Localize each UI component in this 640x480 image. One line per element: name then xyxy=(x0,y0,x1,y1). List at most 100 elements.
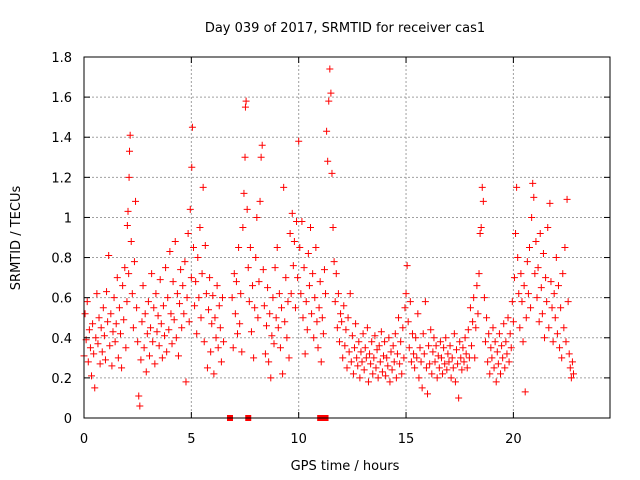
data-point xyxy=(289,262,297,270)
x-tick-label: 0 xyxy=(80,432,88,447)
data-point xyxy=(296,244,304,252)
x-tick-label: 20 xyxy=(505,432,522,447)
data-point xyxy=(140,344,148,352)
data-point xyxy=(491,338,499,346)
data-point xyxy=(516,324,524,332)
data-point xyxy=(368,338,376,346)
y-tick-label: 1.4 xyxy=(51,131,72,146)
data-point xyxy=(124,207,132,215)
data-point xyxy=(407,358,415,366)
data-point xyxy=(284,298,292,306)
data-point xyxy=(532,238,540,246)
data-point xyxy=(290,238,298,246)
data-point xyxy=(399,324,407,332)
data-point xyxy=(400,354,408,362)
data-point xyxy=(143,330,151,338)
data-point xyxy=(414,310,422,318)
data-point xyxy=(495,330,503,338)
data-point xyxy=(163,348,171,356)
data-point xyxy=(151,360,159,368)
data-point xyxy=(205,306,213,314)
data-point xyxy=(499,354,507,362)
data-point xyxy=(182,378,190,386)
data-point xyxy=(533,294,541,302)
data-point xyxy=(126,147,134,155)
data-point xyxy=(477,223,485,231)
data-point xyxy=(119,282,127,290)
data-point xyxy=(512,229,520,237)
data-point xyxy=(469,318,477,326)
data-point xyxy=(320,266,328,274)
data-point xyxy=(201,242,209,250)
data-point xyxy=(120,316,128,324)
data-point xyxy=(164,294,172,302)
data-point xyxy=(278,304,286,312)
data-point xyxy=(100,332,108,340)
data-point xyxy=(411,364,419,372)
data-point xyxy=(283,334,291,342)
data-point xyxy=(169,278,177,286)
data-point xyxy=(552,254,560,262)
data-point xyxy=(475,270,483,278)
data-point xyxy=(228,294,236,302)
data-point xyxy=(136,402,144,410)
data-point xyxy=(348,332,356,340)
data-point xyxy=(506,330,514,338)
data-point xyxy=(264,284,272,292)
data-point xyxy=(538,310,546,318)
data-point xyxy=(563,195,571,203)
data-point xyxy=(123,298,131,306)
data-point xyxy=(324,157,332,165)
data-point xyxy=(500,320,508,328)
data-point xyxy=(429,348,437,356)
data-point xyxy=(240,189,248,197)
data-point xyxy=(355,338,363,346)
data-point xyxy=(85,326,93,334)
data-point xyxy=(166,248,174,256)
data-point xyxy=(384,362,392,370)
data-point xyxy=(81,310,89,318)
data-point xyxy=(217,358,225,366)
data-point xyxy=(318,314,326,322)
data-point xyxy=(191,302,199,310)
data-point xyxy=(271,264,279,272)
data-point xyxy=(176,300,184,308)
data-point xyxy=(522,314,530,322)
data-point xyxy=(548,304,556,312)
data-point xyxy=(92,334,100,342)
data-point xyxy=(502,338,510,346)
data-point xyxy=(317,358,325,366)
data-point xyxy=(528,213,536,221)
data-point xyxy=(474,310,482,318)
data-point xyxy=(329,223,337,231)
data-point xyxy=(462,350,470,358)
data-point xyxy=(494,360,502,368)
data-point xyxy=(489,324,497,332)
data-point xyxy=(118,364,126,372)
data-point xyxy=(361,344,369,352)
data-point xyxy=(565,350,573,358)
data-point xyxy=(179,282,187,290)
data-point xyxy=(295,137,303,145)
data-point xyxy=(197,314,205,322)
data-point xyxy=(298,217,306,225)
data-point xyxy=(129,324,137,332)
data-point xyxy=(433,374,441,382)
data-point xyxy=(108,362,116,370)
data-point xyxy=(406,298,414,306)
data-point xyxy=(196,223,204,231)
data-point xyxy=(148,270,156,278)
data-point xyxy=(215,302,223,310)
data-point xyxy=(270,340,278,348)
data-point xyxy=(445,358,453,366)
data-point xyxy=(241,103,249,111)
data-point xyxy=(498,342,506,350)
data-point xyxy=(459,344,467,352)
axis-ticks xyxy=(83,56,610,419)
data-point xyxy=(268,332,276,340)
data-point xyxy=(200,338,208,346)
data-point xyxy=(234,330,242,338)
data-point xyxy=(134,338,142,346)
data-point xyxy=(199,183,207,191)
data-point xyxy=(258,141,266,149)
